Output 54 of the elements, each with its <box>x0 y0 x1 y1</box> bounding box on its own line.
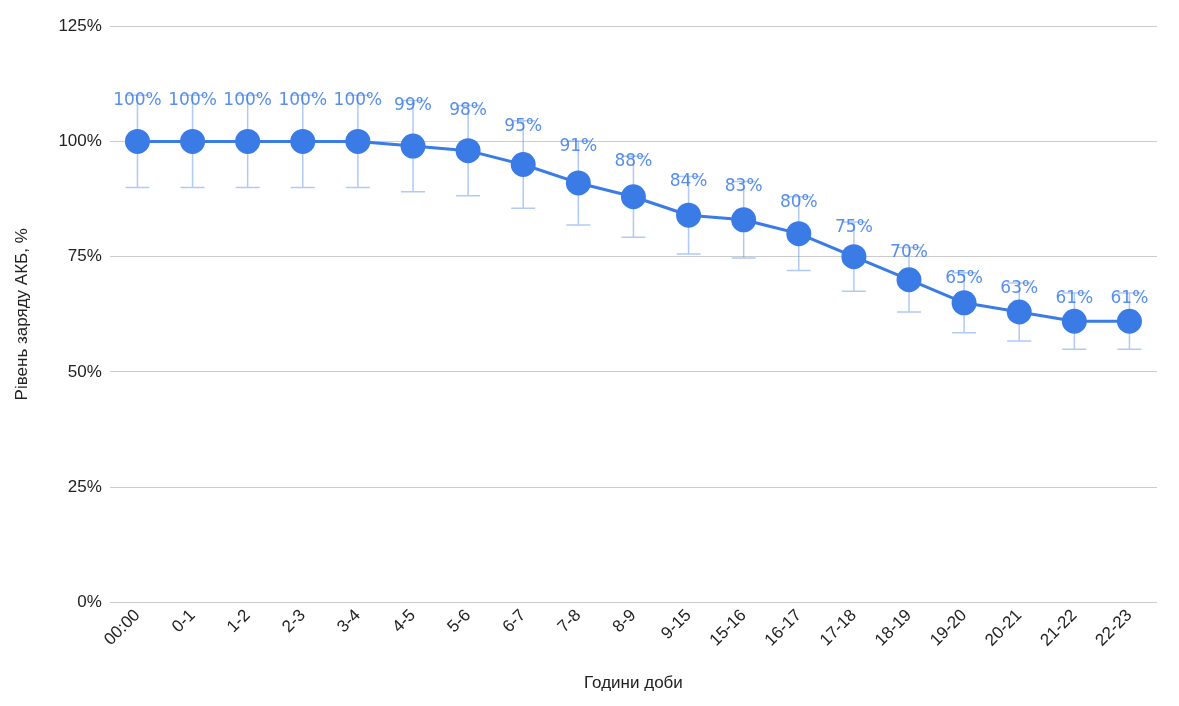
data-label: 61% <box>1055 287 1094 308</box>
point <box>345 128 371 154</box>
point <box>400 133 426 159</box>
data-label: 99% <box>394 94 432 115</box>
data-label: 98% <box>449 99 487 120</box>
x-tick-label: 5-6 <box>443 605 475 637</box>
point <box>235 128 261 154</box>
point <box>951 290 977 316</box>
data-label: 65% <box>945 266 984 287</box>
point <box>786 221 812 247</box>
data-label: 75% <box>834 216 873 237</box>
x-tick-label: 7-8 <box>553 605 585 637</box>
point <box>676 202 702 228</box>
data-label: 100% <box>333 89 383 110</box>
y-tick-label: 0% <box>77 592 102 612</box>
data-label: 83% <box>724 175 763 196</box>
data-label: 100% <box>113 89 162 110</box>
x-tick-label: 2-3 <box>278 605 309 637</box>
x-tick-label: 4-5 <box>388 605 420 637</box>
y-axis-title: Рівень заряду АКБ, % <box>11 228 31 401</box>
point <box>731 207 757 233</box>
point <box>565 170 591 196</box>
y-tick-label: 75% <box>67 246 102 266</box>
data-label: 70% <box>890 241 928 262</box>
y-tick-label: 125% <box>58 15 102 35</box>
point <box>510 152 536 177</box>
x-tick-label: 1-2 <box>222 605 254 637</box>
x-tick-label: 0-1 <box>167 605 199 637</box>
y-tick-label: 100% <box>58 131 102 151</box>
x-axis-title: Години доби <box>584 673 683 693</box>
x-tick-label: 8-9 <box>608 605 640 637</box>
point <box>180 128 206 154</box>
point <box>896 267 922 293</box>
data-label: 61% <box>1110 287 1149 308</box>
data-label: 100% <box>168 89 217 110</box>
data-label: 80% <box>779 190 818 211</box>
point <box>124 128 150 154</box>
data-label: 88% <box>614 150 653 171</box>
point <box>290 128 316 154</box>
x-tick-label: 3-4 <box>333 605 365 637</box>
point <box>455 138 481 164</box>
point <box>1116 308 1142 334</box>
x-tick-label: 6-7 <box>498 605 530 637</box>
y-tick-label: 50% <box>67 361 102 381</box>
data-label: 95% <box>504 114 543 135</box>
data-label: 100% <box>223 89 272 110</box>
point <box>841 244 867 270</box>
data-label: 84% <box>669 170 708 191</box>
point <box>1061 308 1087 334</box>
y-tick-label: 25% <box>67 476 102 496</box>
data-label: 63% <box>1000 276 1039 297</box>
data-label: 100% <box>278 89 328 110</box>
point <box>1006 299 1032 325</box>
point <box>620 184 646 210</box>
